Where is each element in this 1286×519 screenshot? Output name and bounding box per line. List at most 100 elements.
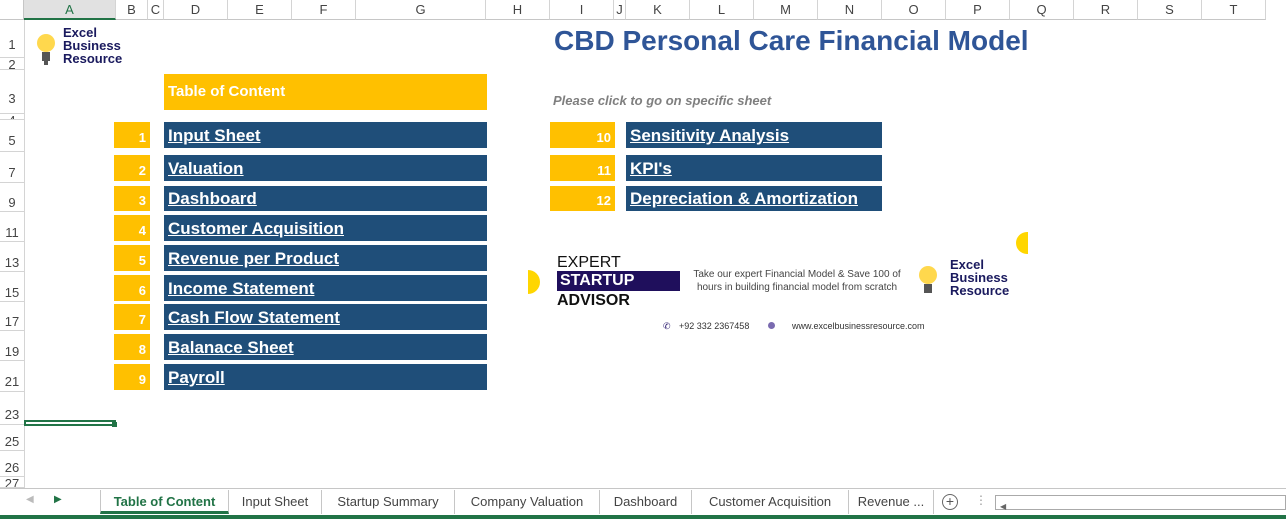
column-header[interactable]: G bbox=[356, 0, 486, 20]
item-number: 7 bbox=[114, 304, 150, 330]
banner-logo: Excel Business Resource bbox=[912, 258, 1009, 307]
selected-cell-a23[interactable] bbox=[24, 420, 116, 426]
row-header[interactable]: 4 bbox=[0, 114, 24, 120]
advisor-text: ADVISOR bbox=[557, 292, 630, 309]
sheet-tab[interactable]: Customer Acquisition bbox=[692, 490, 849, 514]
page-title: CBD Personal Care Financial Model bbox=[554, 25, 1029, 56]
website-text[interactable]: www.excelbusinessresource.com bbox=[792, 321, 925, 331]
sheet-link[interactable]: Sensitivity Analysis bbox=[626, 122, 882, 148]
row-header[interactable]: 5 bbox=[0, 120, 24, 152]
column-header[interactable]: P bbox=[946, 0, 1010, 20]
item-number: 4 bbox=[114, 215, 150, 241]
scroll-right-icon[interactable]: ▶ bbox=[54, 494, 62, 505]
lightbulb-icon bbox=[919, 266, 937, 293]
item-number: 1 bbox=[114, 122, 150, 148]
row-header[interactable]: 2 bbox=[0, 58, 24, 70]
column-header[interactable]: C bbox=[148, 0, 164, 20]
sheet-tab[interactable]: Company Valuation bbox=[455, 490, 600, 514]
sheet-link[interactable]: Revenue per Product bbox=[164, 245, 487, 271]
column-header[interactable]: R bbox=[1074, 0, 1138, 20]
tagline: Take our expert Financial Model & Save 1… bbox=[693, 269, 901, 293]
row-header[interactable]: 26 bbox=[0, 451, 24, 477]
logo-line: Resource bbox=[950, 283, 1010, 298]
row-header[interactable]: 13 bbox=[0, 245, 24, 272]
row-header[interactable]: 19 bbox=[0, 334, 24, 361]
row-header[interactable]: 25 bbox=[0, 425, 24, 451]
column-header[interactable]: N bbox=[818, 0, 882, 20]
column-header[interactable]: J bbox=[614, 0, 626, 20]
column-header[interactable]: E bbox=[228, 0, 292, 20]
horizontal-scrollbar[interactable]: ◀ bbox=[995, 495, 1286, 511]
column-header[interactable]: S bbox=[1138, 0, 1202, 20]
column-header[interactable]: M bbox=[754, 0, 818, 20]
row-header[interactable]: 1 bbox=[0, 20, 24, 58]
scroll-left-icon[interactable]: ◀ bbox=[26, 494, 34, 505]
status-bar bbox=[0, 515, 1286, 519]
hint-text: Please click to go on specific sheet bbox=[553, 93, 772, 108]
select-all-corner[interactable] bbox=[0, 0, 24, 20]
row-header[interactable]: 27 bbox=[0, 477, 24, 488]
column-header[interactable]: Q bbox=[1010, 0, 1074, 20]
phone-text: +92 332 2367458 bbox=[679, 321, 750, 331]
sheet-link[interactable]: Balanace Sheet bbox=[164, 334, 487, 360]
scroll-arrow-left-icon[interactable]: ◀ bbox=[1000, 502, 1007, 511]
column-header[interactable]: F bbox=[292, 0, 356, 20]
row-header[interactable]: 11 bbox=[0, 215, 24, 242]
column-header[interactable]: H bbox=[486, 0, 550, 20]
column-header[interactable]: B bbox=[116, 0, 148, 20]
item-number: 9 bbox=[114, 364, 150, 390]
sheet-link[interactable]: Customer Acquisition bbox=[164, 215, 487, 241]
row-header[interactable]: 3 bbox=[0, 70, 24, 114]
column-header[interactable]: O bbox=[882, 0, 946, 20]
sheet-link[interactable]: Payroll bbox=[164, 364, 487, 390]
row-header[interactable]: 7 bbox=[0, 155, 24, 183]
sheet-tab[interactable]: Input Sheet bbox=[229, 490, 322, 514]
globe-icon bbox=[768, 322, 775, 329]
row-header-divider bbox=[24, 20, 25, 488]
sheet-link[interactable]: Income Statement bbox=[164, 275, 487, 301]
logo-line: Business bbox=[63, 38, 121, 53]
excel-business-resource-logo: Excel Business Resource bbox=[30, 26, 122, 75]
item-number: 8 bbox=[114, 334, 150, 360]
logo-line: Resource bbox=[63, 51, 123, 66]
column-header[interactable]: L bbox=[690, 0, 754, 20]
sheet-tab[interactable]: Dashboard bbox=[600, 490, 692, 514]
sheet-link[interactable]: Valuation bbox=[164, 155, 487, 181]
sheet-tab[interactable]: Startup Summary bbox=[322, 490, 455, 514]
sheet-link[interactable]: Cash Flow Statement bbox=[164, 304, 487, 330]
logo-line: Excel bbox=[63, 25, 97, 40]
row-header[interactable]: 9 bbox=[0, 186, 24, 212]
item-number: 3 bbox=[114, 186, 150, 211]
sheet-tab[interactable]: Table of Content bbox=[100, 490, 229, 514]
item-number: 11 bbox=[550, 155, 615, 181]
row-header[interactable]: 15 bbox=[0, 275, 24, 302]
decor-shape bbox=[1016, 232, 1028, 254]
more-options-icon[interactable]: ⋮ bbox=[975, 493, 987, 507]
item-number: 2 bbox=[114, 155, 150, 181]
row-header[interactable]: 23 bbox=[0, 395, 24, 425]
logo-text: Excel Business Resource bbox=[63, 26, 122, 65]
sheet-tab[interactable]: Revenue ... bbox=[849, 490, 934, 514]
row-header[interactable]: 21 bbox=[0, 364, 24, 392]
item-number: 10 bbox=[550, 122, 615, 148]
fill-handle[interactable] bbox=[112, 422, 117, 427]
sheet-link[interactable]: KPI's bbox=[626, 155, 882, 181]
sheet-link[interactable]: Depreciation & Amortization bbox=[626, 186, 882, 211]
logo-line: Business bbox=[950, 270, 1008, 285]
column-header[interactable]: D bbox=[164, 0, 228, 20]
column-header[interactable]: I bbox=[550, 0, 614, 20]
startup-text: STARTUP bbox=[557, 271, 680, 291]
add-sheet-icon[interactable]: + bbox=[942, 494, 958, 510]
item-number: 5 bbox=[114, 245, 150, 271]
sheet-link[interactable]: Input Sheet bbox=[164, 122, 487, 148]
column-header[interactable]: A bbox=[24, 0, 116, 20]
expert-text: EXPERT bbox=[557, 254, 621, 271]
promo-banner[interactable]: EXPERT STARTUP ADVISOR Take our expert F… bbox=[528, 232, 1033, 337]
row-header[interactable]: 17 bbox=[0, 304, 24, 331]
column-header[interactable]: K bbox=[626, 0, 690, 20]
column-header[interactable]: T bbox=[1202, 0, 1266, 20]
logo-line: Excel bbox=[950, 257, 984, 272]
sheet-link[interactable]: Dashboard bbox=[164, 186, 487, 211]
phone-icon: ✆ bbox=[663, 321, 671, 331]
toc-header: Table of Content bbox=[164, 74, 487, 110]
